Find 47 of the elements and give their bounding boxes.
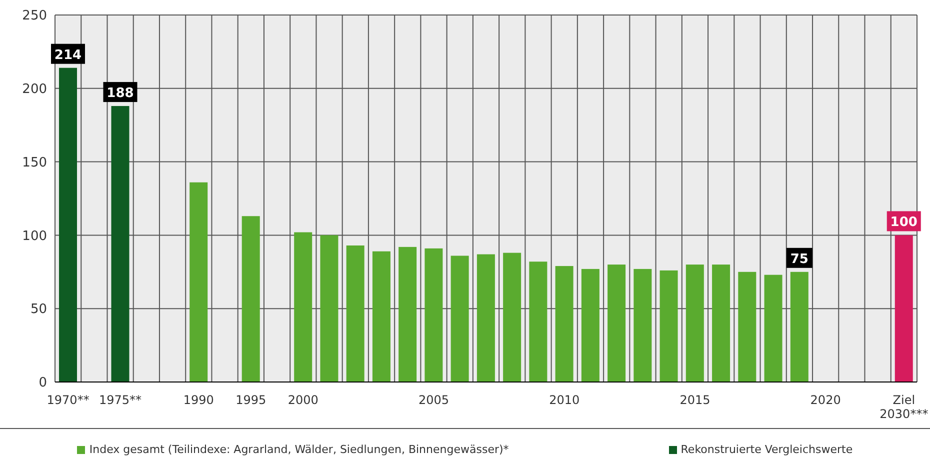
- y-tick-label: 0: [38, 376, 47, 391]
- x-tick-label: 2015: [680, 393, 710, 407]
- x-tick-label: 1975**: [99, 393, 142, 407]
- data-label: 100: [890, 215, 918, 230]
- x-tick-label: 1990: [183, 393, 214, 407]
- y-tick-label: 100: [22, 228, 47, 244]
- bar: [529, 262, 548, 382]
- y-tick-label: 150: [22, 155, 47, 170]
- bar: [503, 252, 522, 382]
- bar: [686, 264, 704, 382]
- y-tick-label: 250: [22, 8, 47, 24]
- bar: [372, 251, 390, 382]
- bar: [555, 266, 574, 382]
- bar: [424, 248, 443, 382]
- bar: [398, 246, 417, 382]
- bar: [476, 254, 495, 382]
- bar: [608, 264, 626, 382]
- data-label: 214: [54, 48, 82, 63]
- x-tick-label: 2010: [549, 393, 580, 407]
- legend-label: Index gesamt (Teilindexe: Agrarland, Wälder, Siedlungen, Binnengewässer)*: [88, 443, 509, 456]
- bar: [294, 232, 312, 382]
- data-label: 188: [106, 86, 134, 102]
- bar: [190, 182, 208, 382]
- bar: [111, 106, 130, 382]
- x-tick-label: 2000: [288, 393, 318, 407]
- bar: [320, 235, 338, 382]
- x-tick-label: Ziel 2030***: [880, 393, 928, 421]
- y-tick-label: 200: [22, 82, 47, 98]
- bar: [242, 216, 260, 382]
- data-label: 75: [790, 252, 808, 267]
- x-tick-label: 2005: [418, 393, 450, 407]
- bar: [712, 264, 730, 382]
- x-tick-label: 1970**: [46, 393, 90, 407]
- bar: [790, 272, 808, 382]
- bar: [581, 268, 600, 382]
- bar: [450, 256, 469, 382]
- y-tick-label: 50: [30, 302, 47, 318]
- bar: [346, 245, 364, 382]
- bar: [894, 235, 913, 382]
- bar: [634, 268, 652, 382]
- x-tick-label: 2020: [810, 393, 841, 407]
- bar: [738, 272, 756, 382]
- bar: [59, 68, 77, 382]
- legend-label: Rekonstruierte Vergleichswerte: [680, 443, 853, 456]
- x-tick-label: 1995: [236, 393, 266, 407]
- bar: [764, 274, 782, 382]
- bar: [660, 270, 678, 382]
